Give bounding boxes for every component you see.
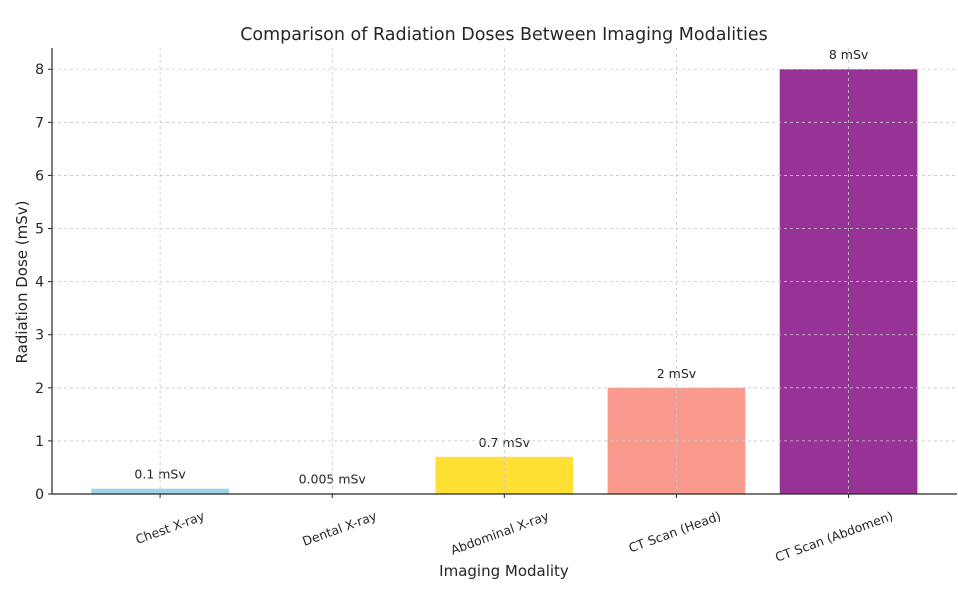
y-tick-label: 4: [35, 275, 44, 291]
x-tick-label: CT Scan (Head): [626, 508, 722, 555]
y-tick-label: 0: [35, 487, 44, 503]
data-label: 0.7 mSv: [479, 435, 531, 450]
x-tick-label: Abdominal X-ray: [448, 508, 551, 558]
chart-title: Comparison of Radiation Doses Between Im…: [240, 25, 768, 45]
y-tick-label: 3: [35, 328, 44, 344]
data-label: 0.005 mSv: [299, 472, 367, 487]
y-tick-label: 5: [35, 222, 44, 238]
y-tick-label: 8: [35, 62, 44, 78]
y-tick-label: 6: [35, 168, 44, 184]
x-tick-label: Dental X-ray: [300, 508, 379, 549]
y-tick-label: 7: [35, 115, 44, 131]
y-tick-label: 1: [35, 434, 44, 450]
x-tick-label: CT Scan (Abdomen): [773, 508, 895, 565]
x-tick-label: Chest X-ray: [133, 508, 207, 547]
y-axis-label: Radiation Dose (mSv): [13, 201, 31, 364]
x-axis-label: Imaging Modality: [439, 562, 569, 580]
y-tick-label: 2: [35, 381, 44, 397]
